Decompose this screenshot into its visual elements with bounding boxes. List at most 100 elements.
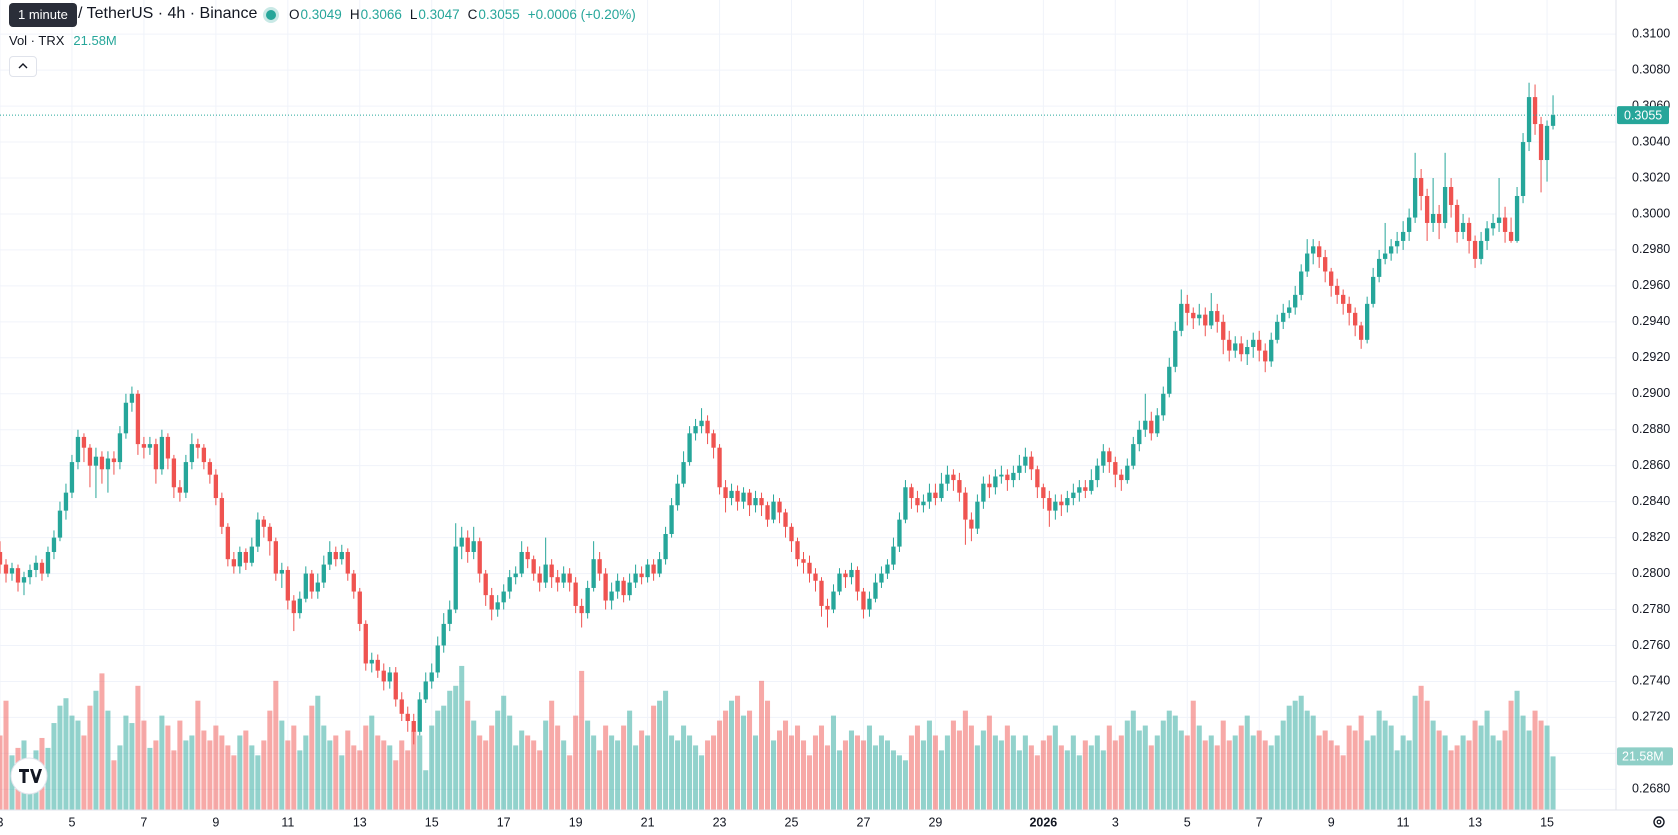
candle-body	[645, 564, 650, 578]
volume-bar	[848, 730, 854, 810]
volume-bar	[663, 690, 669, 810]
volume-bar	[968, 725, 974, 810]
candle-body	[1502, 217, 1508, 232]
candle-body	[975, 501, 980, 529]
volume-bar	[1196, 725, 1202, 810]
volume-bar	[1328, 740, 1334, 810]
volume-bar	[1442, 735, 1448, 810]
x-tick-label: 5	[1184, 815, 1191, 829]
volume-bar	[866, 725, 872, 810]
volume-bar	[225, 745, 231, 810]
candle-body	[705, 420, 710, 434]
symbol-title[interactable]: / TetherUS · 4h · Binance	[78, 5, 258, 22]
candle-body	[1526, 97, 1532, 143]
x-tick-label: 29	[928, 815, 942, 829]
candle-body	[1209, 311, 1214, 326]
candle-body	[603, 573, 608, 601]
volume-bar	[237, 735, 243, 810]
volume-bar	[501, 695, 507, 810]
volume-bar	[201, 730, 207, 810]
candle-body	[1287, 307, 1292, 313]
candle-body	[1538, 124, 1544, 161]
volume-bar	[956, 730, 962, 810]
candle-body	[399, 699, 404, 714]
price-change: +0.0006 (+0.20%)	[527, 7, 636, 22]
collapse-button[interactable]	[9, 56, 37, 77]
volume-bar	[926, 720, 932, 810]
volume-bar	[1304, 710, 1310, 810]
volume-bar	[183, 740, 189, 810]
volume-bar	[1088, 745, 1094, 810]
settings-icon[interactable]	[1653, 816, 1665, 828]
candle-body	[243, 551, 249, 563]
volume-bar	[153, 740, 159, 810]
candle-body	[795, 541, 800, 560]
candle-body	[675, 483, 680, 506]
volume-legend: Vol · TRX 21.58M	[9, 33, 117, 48]
candle-body	[1317, 246, 1322, 258]
candle-body	[417, 699, 422, 732]
volume-bar	[99, 673, 105, 810]
candle-body	[459, 537, 464, 547]
volume-bar	[1472, 720, 1478, 810]
candle-body	[135, 393, 141, 445]
candle-body	[147, 444, 153, 448]
volume-bar	[1274, 735, 1280, 810]
candle-body	[381, 670, 386, 682]
candle-body	[1370, 276, 1376, 304]
volume-bar	[729, 700, 735, 810]
volume-bar	[830, 715, 837, 810]
x-tick-label: 13	[353, 815, 367, 829]
axes: 0.26800.27000.27200.27400.27600.27800.28…	[0, 26, 1673, 829]
volume-bar	[872, 745, 878, 810]
volume-bar	[315, 695, 321, 810]
volume-bar	[735, 695, 741, 810]
volume-bar	[806, 755, 813, 810]
volume-bar	[69, 715, 75, 810]
candle-body	[3, 564, 9, 574]
volume-bar	[243, 730, 249, 810]
volume-bar	[441, 705, 447, 810]
candle-body	[591, 559, 596, 588]
x-tick-label: 23	[713, 815, 727, 829]
volume-bar	[579, 670, 585, 810]
candle-body	[1023, 456, 1028, 466]
volume-bar	[920, 740, 926, 810]
candle-body	[231, 559, 237, 567]
candle-body	[1089, 480, 1094, 491]
candle-body	[1424, 195, 1430, 223]
candle-body	[993, 476, 998, 488]
volume-bar	[495, 710, 501, 810]
candle-body	[801, 559, 806, 563]
candle-body	[153, 444, 159, 470]
volume-bar	[195, 700, 201, 810]
volume-bar	[639, 730, 645, 810]
candle-body	[477, 541, 482, 574]
volume-bar	[1100, 750, 1106, 810]
volume-bar	[998, 740, 1004, 810]
candle-body	[1221, 321, 1226, 340]
candle-body	[1388, 246, 1394, 254]
candle-body	[1406, 217, 1412, 232]
candle-body	[753, 498, 758, 506]
volume-bar	[1550, 756, 1556, 810]
market-status[interactable]	[266, 10, 276, 20]
volume-bar	[800, 740, 807, 810]
candle-body	[849, 569, 854, 578]
candle-body	[1077, 487, 1082, 493]
candle-body	[807, 562, 812, 574]
candle-body	[105, 458, 111, 470]
y-tick-label: 0.2680	[1632, 782, 1670, 796]
volume-bar	[681, 725, 687, 810]
candle-body	[1532, 97, 1538, 125]
volume-bar	[1022, 735, 1028, 810]
volume-bar	[1046, 735, 1052, 810]
volume-bar	[974, 745, 980, 810]
y-tick-label: 0.2900	[1632, 386, 1670, 400]
candle-body	[585, 587, 590, 614]
candle-body	[1119, 474, 1124, 481]
volume-bar	[1478, 725, 1484, 810]
volume-bar	[1406, 740, 1412, 810]
volume-bar	[1202, 740, 1208, 810]
candle-body	[207, 462, 213, 475]
